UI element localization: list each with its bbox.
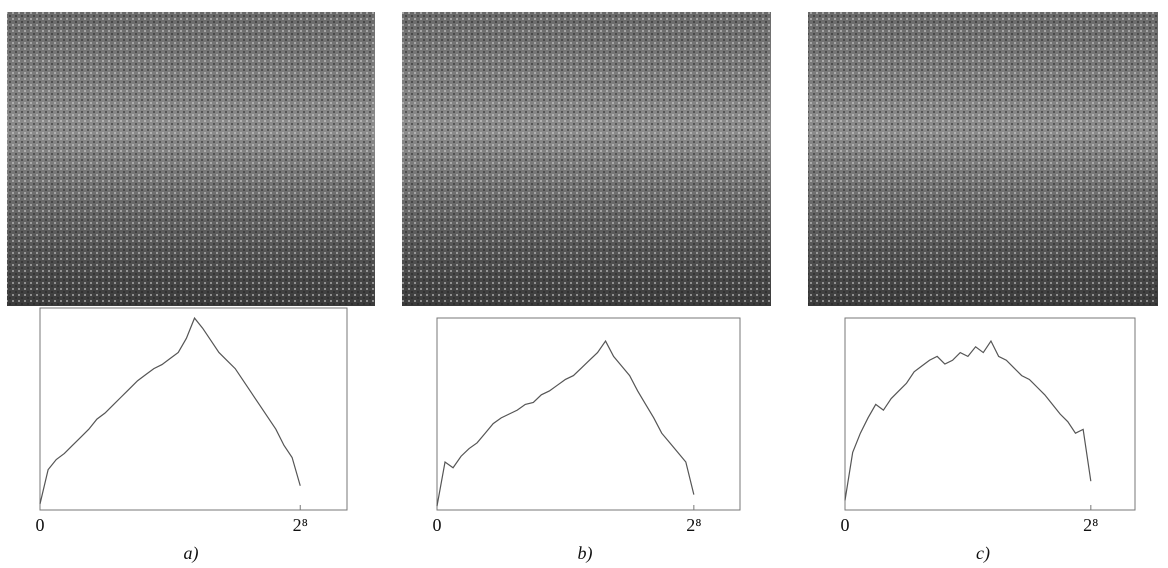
image-b xyxy=(402,12,771,306)
caption: b) xyxy=(578,543,593,564)
x-tick-label: 0 xyxy=(36,515,45,535)
image-a xyxy=(7,12,375,306)
caption: c) xyxy=(976,543,990,564)
x-tick-label: 0 xyxy=(841,515,850,535)
axes-frame xyxy=(845,318,1135,510)
histogram-line xyxy=(845,341,1091,500)
histogram-line xyxy=(40,318,300,504)
axes-frame xyxy=(40,308,347,510)
figure: 0 2⁸ a) 0 2⁸ b) 0 2⁸ c) xyxy=(0,0,1168,568)
histogram-line xyxy=(437,341,694,506)
x-tick-label: 2⁸ xyxy=(293,515,308,535)
image-c xyxy=(808,12,1158,306)
x-tick-label: 0 xyxy=(433,515,442,535)
axes-frame xyxy=(437,318,740,510)
x-tick-label: 2⁸ xyxy=(686,515,701,535)
caption: a) xyxy=(184,543,199,564)
x-tick-label: 2⁸ xyxy=(1083,515,1098,535)
